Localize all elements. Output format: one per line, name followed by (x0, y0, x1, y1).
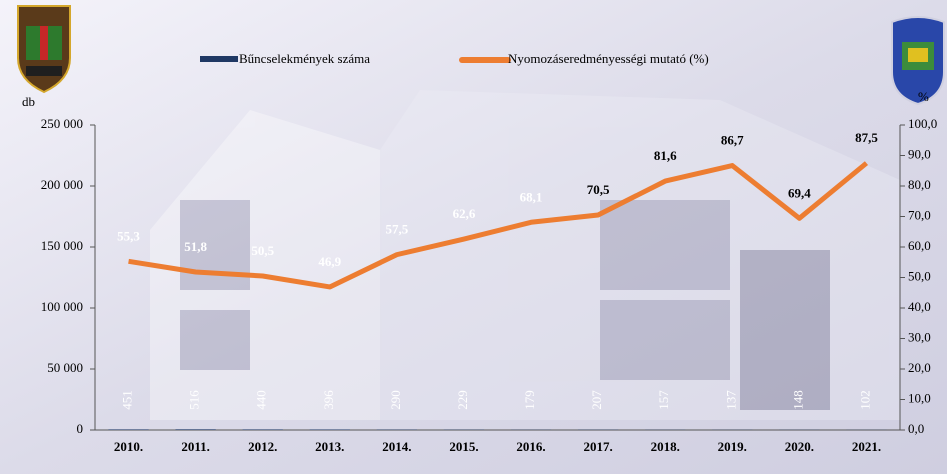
value-label: 68,1 (520, 189, 543, 204)
legend-swatch (200, 56, 238, 62)
bar-value-label: 157 (656, 390, 671, 410)
y2-tick-label: 60,0 (908, 238, 931, 253)
y-tick-label: 100 000 (41, 299, 83, 314)
y2-tick-label: 20,0 (908, 360, 931, 375)
value-label: 46,9 (318, 254, 341, 269)
legend-label: Bűncselekmények száma (239, 51, 370, 66)
bar-value-label: 102 (857, 390, 872, 410)
bar (243, 429, 283, 430)
value-label: 87,5 (855, 130, 878, 145)
bar-value-label: 396 (321, 390, 336, 410)
value-label: 70,5 (587, 182, 610, 197)
y-tick-label: 150 000 (41, 238, 83, 253)
y2-tick-label: 0,0 (908, 421, 924, 436)
x-tick-label: 2011. (181, 439, 210, 454)
x-tick-label: 2017. (584, 439, 613, 454)
bar-value-label: 290 (388, 390, 403, 410)
x-tick-label: 2016. (516, 439, 545, 454)
y2-tick-label: 100,0 (908, 116, 937, 131)
bar-value-label: 229 (455, 390, 470, 410)
x-tick-label: 2020. (785, 439, 814, 454)
y2-tick-label: 80,0 (908, 177, 931, 192)
value-label: 50,5 (251, 243, 274, 258)
x-tick-label: 2010. (114, 439, 143, 454)
bar-value-label: 179 (522, 390, 537, 410)
x-tick-label: 2019. (718, 439, 747, 454)
y-tick-label: 200 000 (41, 177, 83, 192)
y-unit: db (22, 94, 35, 109)
chart: db % Bűncselekmények száma Nyomozáseredm… (0, 0, 947, 474)
bar (176, 429, 216, 430)
y2-unit: % (918, 89, 929, 104)
y2-tick-label: 10,0 (908, 390, 931, 405)
y-tick-label: 50 000 (47, 360, 83, 375)
value-label: 51,8 (184, 239, 207, 254)
legend-label: Nyomozáseredményességi mutató (%) (508, 51, 709, 66)
bar-value-label: 207 (589, 390, 604, 410)
value-label: 55,3 (117, 228, 140, 243)
y-tick-label: 0 (77, 421, 84, 436)
y2-tick-label: 70,0 (908, 207, 931, 222)
x-tick-label: 2018. (651, 439, 680, 454)
y2-tick-label: 50,0 (908, 268, 931, 283)
x-tick-label: 2015. (449, 439, 478, 454)
bar-value-label: 137 (723, 390, 738, 410)
y2-tick-label: 30,0 (908, 329, 931, 344)
x-tick-label: 2012. (248, 439, 277, 454)
y2-tick-label: 90,0 (908, 146, 931, 161)
value-label: 81,6 (654, 148, 677, 163)
value-label: 86,7 (721, 133, 744, 148)
value-label: 62,6 (453, 206, 476, 221)
bar-value-label: 516 (187, 390, 202, 410)
bar-value-label: 451 (120, 390, 135, 410)
y-tick-label: 250 000 (41, 116, 83, 131)
logo-left (18, 6, 70, 92)
y2-tick-label: 40,0 (908, 299, 931, 314)
bar-value-label: 440 (254, 390, 269, 410)
value-label: 57,5 (386, 222, 409, 237)
value-label: 69,4 (788, 185, 811, 200)
x-tick-label: 2014. (382, 439, 411, 454)
x-tick-label: 2021. (852, 439, 881, 454)
bar (108, 429, 148, 430)
bar-value-label: 148 (790, 390, 805, 410)
x-tick-label: 2013. (315, 439, 344, 454)
